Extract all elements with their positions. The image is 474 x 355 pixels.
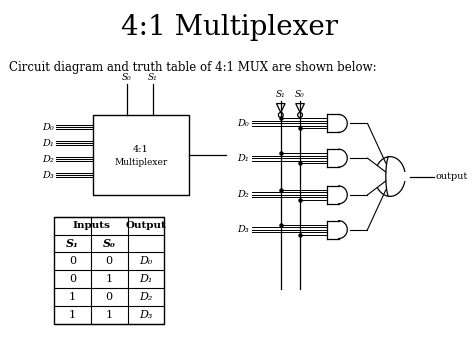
Text: Output: Output [126, 221, 166, 230]
Text: D₂: D₂ [42, 155, 54, 164]
Text: S₀: S₀ [295, 89, 305, 99]
Text: D₂: D₂ [237, 190, 249, 200]
Text: S₀: S₀ [122, 73, 131, 82]
Text: D₁: D₁ [237, 154, 249, 163]
Text: D₃: D₃ [139, 310, 153, 320]
Text: 1: 1 [69, 292, 76, 302]
Text: 0: 0 [106, 292, 113, 302]
Text: Multiplexer: Multiplexer [114, 158, 168, 166]
Text: D₀: D₀ [42, 123, 54, 132]
Text: S₁: S₁ [276, 89, 286, 99]
Text: 4:1 Multiplexer: 4:1 Multiplexer [121, 14, 338, 41]
Text: D₃: D₃ [237, 225, 249, 234]
Text: Inputs: Inputs [72, 221, 110, 230]
Text: 0: 0 [106, 256, 113, 266]
Text: output: output [436, 172, 468, 181]
Bar [55, 217, 164, 324]
Text: 1: 1 [69, 310, 76, 320]
Bar [93, 115, 189, 195]
Text: D₁: D₁ [139, 274, 153, 284]
Text: 1: 1 [106, 310, 113, 320]
Text: 0: 0 [69, 256, 76, 266]
Text: S₁: S₁ [66, 238, 79, 249]
Text: 0: 0 [69, 274, 76, 284]
Text: D₂: D₂ [139, 292, 153, 302]
Text: D₃: D₃ [42, 170, 54, 180]
Text: 1: 1 [106, 274, 113, 284]
Text: S₁: S₁ [148, 73, 157, 82]
Text: S₀: S₀ [103, 238, 116, 249]
Text: D₀: D₀ [139, 256, 153, 266]
Text: Circuit diagram and truth table of 4:1 MUX are shown below:: Circuit diagram and truth table of 4:1 M… [9, 61, 377, 74]
Text: D₁: D₁ [42, 139, 54, 148]
Text: 4:1: 4:1 [133, 145, 149, 154]
Text: D₀: D₀ [237, 119, 249, 128]
